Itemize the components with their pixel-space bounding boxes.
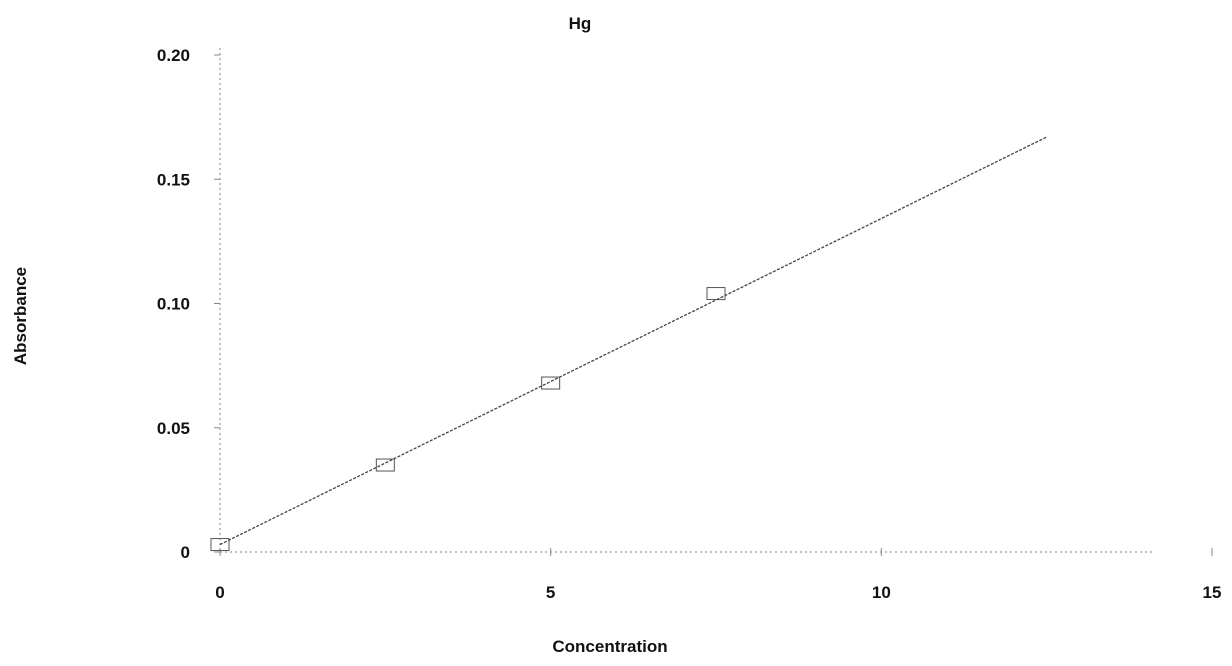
axes: [220, 48, 1152, 552]
series-layer: [211, 137, 1047, 551]
chart-title: Hg: [569, 14, 592, 33]
data-point: [376, 459, 394, 471]
x-tick-label: 15: [1203, 583, 1222, 602]
x-ticks: 0 5 10 15: [215, 548, 1221, 602]
y-tick-label: 0.10: [157, 295, 190, 314]
y-tick-label: 0.15: [157, 170, 190, 189]
y-tick-label: 0: [181, 543, 190, 562]
y-ticks: 0 0.05 0.10 0.15 0.20: [157, 46, 220, 562]
x-tick-label: 10: [872, 583, 891, 602]
y-axis-label: Absorbance: [11, 267, 30, 365]
x-axis-label: Concentration: [552, 637, 667, 656]
y-tick-label: 0.05: [157, 419, 190, 438]
data-point: [707, 288, 725, 300]
fit-line: [220, 137, 1047, 545]
x-tick-label: 5: [546, 583, 555, 602]
y-tick-label: 0.20: [157, 46, 190, 65]
x-tick-label: 0: [215, 583, 224, 602]
